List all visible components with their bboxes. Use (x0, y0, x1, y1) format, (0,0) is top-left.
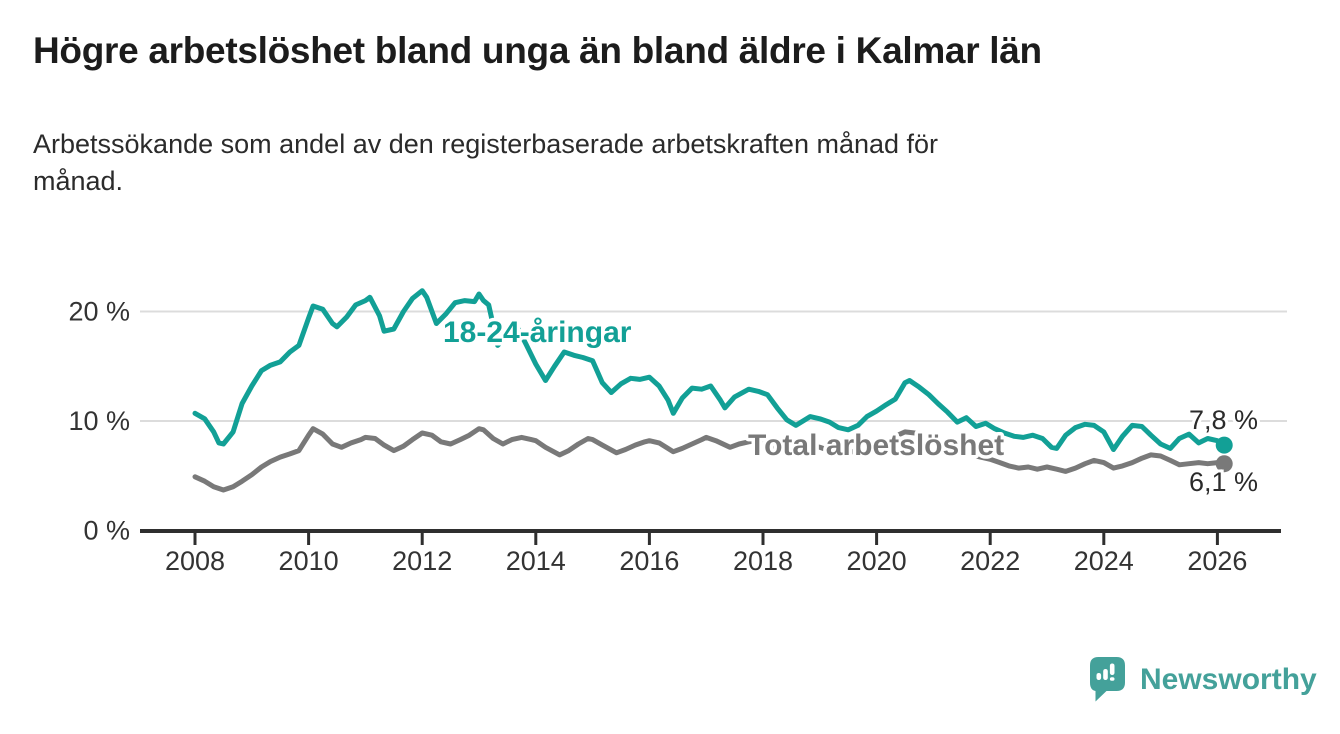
series-line-1 (192, 426, 1227, 493)
series-label-0: 18-24-åringar (443, 316, 632, 349)
speech-bubble-shape (1090, 657, 1125, 702)
series-end-value-1: 6,1 % (1189, 467, 1258, 497)
series-end-value-0: 7,8 % (1189, 405, 1258, 435)
logo-exclamation-bar (1109, 663, 1115, 675)
newsworthy-wordmark: Newsworthy (1140, 663, 1317, 696)
page-title: Högre arbetslöshet bland unga än bland ä… (33, 30, 1042, 71)
x-tick-label-2010: 2010 (279, 546, 339, 576)
x-tick-label-2016: 2016 (619, 546, 679, 576)
chart-subtitle-line1: Arbetssökande som andel av den registerb… (33, 129, 939, 159)
x-tick-label-2014: 2014 (506, 546, 566, 576)
x-tick-label-2008: 2008 (165, 546, 225, 576)
series-label-1: Total arbetslöshet (748, 429, 1004, 462)
x-tick-label-2012: 2012 (392, 546, 452, 576)
x-tick-label-2020: 2020 (847, 546, 907, 576)
newsworthy-logo[interactable]: Newsworthy (1090, 657, 1317, 703)
y-tick-label-20: 20 % (68, 297, 130, 327)
x-tick-label-2024: 2024 (1074, 546, 1134, 576)
x-tick-label-2026: 2026 (1187, 546, 1247, 576)
x-tick-label-2018: 2018 (733, 546, 793, 576)
line-chart: 2008 2010 2012 2014 2016 2018 2020 2022 2024 2026… (68, 288, 1287, 576)
logo-exclamation-dot (1109, 677, 1115, 681)
chart-subtitle-line2: månad. (33, 166, 124, 196)
series-line-0 (192, 288, 1227, 452)
x-tick-label-2022: 2022 (960, 546, 1020, 576)
y-tick-label-0: 0 % (83, 516, 130, 546)
chart-subtitle: Arbetssökande som andel av den registerb… (33, 126, 1233, 200)
series-end-dot-0 (1215, 436, 1233, 454)
series-end-dot-1 (1215, 455, 1233, 473)
newsworthy-icon (1090, 657, 1125, 702)
y-tick-label-10: 10 % (68, 406, 130, 436)
logo-bar2 (1103, 669, 1108, 680)
logo-bar1 (1096, 673, 1102, 680)
